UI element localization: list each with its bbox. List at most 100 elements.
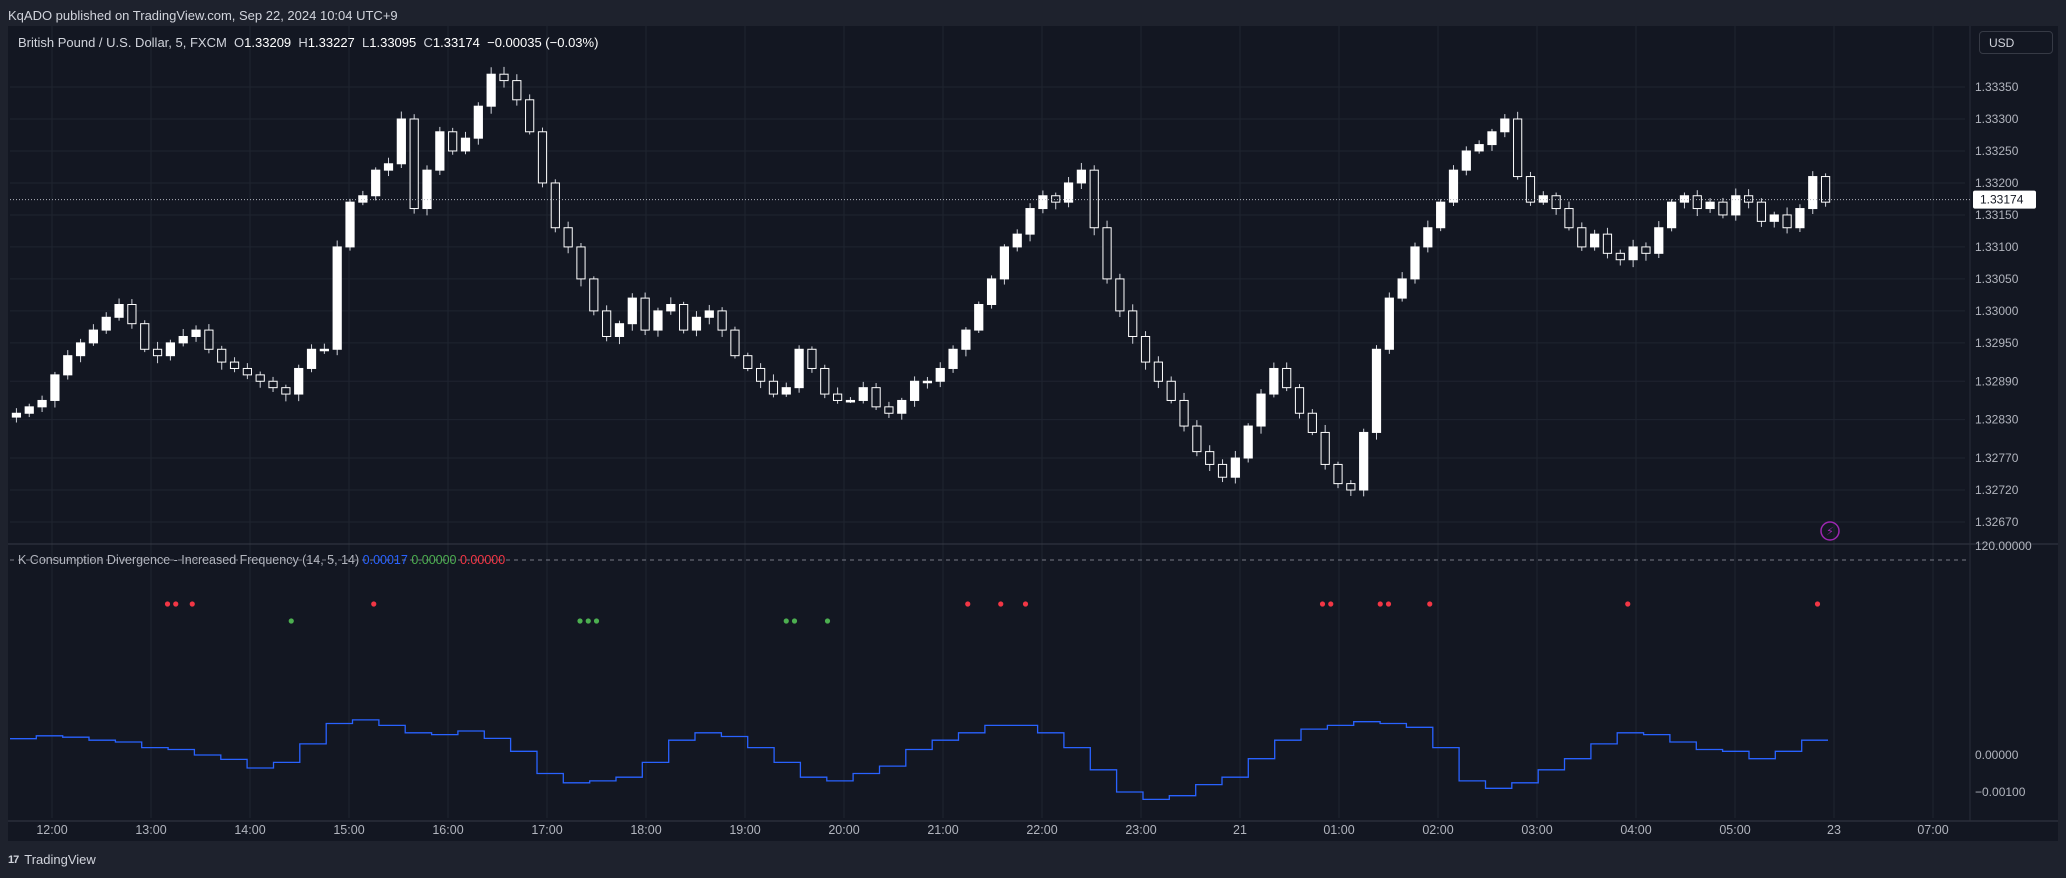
- symbol-name[interactable]: British Pound / U.S. Dollar, 5, FXCM: [18, 35, 227, 50]
- candle-down: [884, 406, 894, 414]
- time-tick-label: 15:00: [333, 823, 364, 837]
- candle-up: [383, 163, 394, 171]
- candle-up: [1359, 431, 1369, 491]
- price-tick-label: 1.33350: [1975, 80, 2019, 94]
- candle-down: [409, 118, 419, 210]
- price-tick-label: 1.33200: [1975, 176, 2019, 190]
- candle-up: [1384, 297, 1394, 350]
- footer-brand[interactable]: TradingView: [24, 852, 96, 867]
- candle-up: [1243, 425, 1253, 459]
- candle-up: [1410, 246, 1420, 280]
- price-tick-label: 1.33150: [1975, 208, 2019, 222]
- candle-up: [37, 399, 47, 408]
- candle-down: [1756, 201, 1767, 222]
- candle-up: [666, 304, 676, 312]
- candle-down: [1128, 310, 1138, 337]
- bearish-signal-dot: [1377, 601, 1383, 607]
- indicator-tick-label: −0.00100: [1975, 785, 2026, 799]
- candle-up: [1769, 214, 1779, 222]
- candle-up: [1461, 150, 1471, 171]
- time-tick-label: 23: [1827, 823, 1841, 837]
- candle-down: [1641, 246, 1651, 254]
- last-price-label: 1.33174: [1980, 193, 2024, 207]
- candle-down: [871, 387, 881, 408]
- candle-down: [768, 380, 779, 395]
- time-tick-label: 23:00: [1125, 823, 1156, 837]
- last-price-tag: [1973, 190, 2036, 209]
- bearish-signal-dot: [1814, 601, 1821, 607]
- price-tick-label: 1.33050: [1975, 272, 2019, 286]
- candle-down: [204, 329, 214, 350]
- candle-up: [101, 316, 111, 331]
- candle-down: [1307, 412, 1317, 433]
- candle-up: [1667, 201, 1677, 229]
- indicator-name: K Consumption Divergence - Increased Fre…: [18, 553, 360, 567]
- candle-down: [1346, 483, 1356, 491]
- candle-up: [473, 105, 483, 139]
- candle-up: [1731, 195, 1741, 216]
- candle-up: [294, 367, 304, 395]
- bearish-signal-dot: [189, 601, 195, 607]
- currency-selector[interactable]: USD: [1979, 31, 2053, 54]
- time-tick-label: 12:00: [36, 823, 67, 837]
- time-tick-label: 21: [1233, 823, 1247, 837]
- indicator-line: [10, 719, 1828, 801]
- change-value: −0.00035 (−0.03%): [487, 35, 599, 50]
- candle-up: [1500, 118, 1510, 133]
- time-tick-label: 16:00: [432, 823, 463, 837]
- candle-up: [435, 131, 445, 171]
- candle-up: [999, 246, 1010, 280]
- candle-down: [1602, 233, 1613, 254]
- candle-up: [935, 367, 945, 382]
- candle-down: [229, 361, 240, 369]
- indicator-legend[interactable]: K Consumption Divergence - Increased Fre…: [18, 553, 505, 567]
- bullish-signal-dot: [791, 618, 798, 624]
- candle-up: [1487, 131, 1497, 146]
- candle-up: [1076, 169, 1086, 184]
- candle-down: [717, 310, 727, 331]
- candle-up: [63, 355, 73, 376]
- chart-pane-background: [8, 26, 2058, 841]
- candle-up: [486, 73, 496, 107]
- candle-up: [858, 387, 868, 401]
- open-label: O: [234, 35, 245, 50]
- candle-up: [1397, 278, 1407, 299]
- candle-down: [242, 367, 252, 376]
- published-header: KqADO published on TradingView.com, Sep …: [8, 8, 398, 23]
- candle-down: [512, 80, 522, 101]
- candle-up: [845, 399, 856, 403]
- close-value: 1.33174: [432, 35, 480, 50]
- time-tick-label: 14:00: [234, 823, 265, 837]
- candle-up: [974, 304, 984, 331]
- price-tick-label: 1.33250: [1975, 144, 2019, 158]
- candle-up: [1590, 233, 1600, 248]
- candle-down: [1333, 463, 1343, 485]
- bullish-signal-dot: [577, 618, 583, 624]
- candle-up: [1474, 144, 1484, 152]
- candle-down: [1320, 431, 1330, 465]
- candle-up: [11, 412, 22, 418]
- candle-up: [345, 201, 355, 248]
- low-label: L: [362, 35, 370, 50]
- candle-down: [1282, 367, 1292, 389]
- bullish-signal-dot: [585, 618, 591, 624]
- candle-up: [178, 335, 188, 344]
- candle-down: [1615, 252, 1625, 261]
- candle-up: [704, 310, 714, 318]
- candle-up: [165, 342, 175, 357]
- time-tick-label: 01:00: [1323, 823, 1354, 837]
- candle-up: [396, 118, 406, 165]
- time-tick-label: 17:00: [531, 823, 562, 837]
- price-tick-label: 1.33300: [1975, 112, 2019, 126]
- candle-down: [499, 73, 509, 82]
- candle-down: [140, 323, 150, 350]
- time-tick-label: 05:00: [1719, 823, 1750, 837]
- candle-down: [1153, 361, 1163, 382]
- candle-up: [306, 348, 317, 369]
- price-tick-label: 1.32770: [1975, 451, 2019, 465]
- bearish-signal-dot: [965, 601, 971, 607]
- candle-down: [679, 304, 689, 331]
- candle-down: [1051, 195, 1061, 203]
- candle-down: [127, 304, 137, 325]
